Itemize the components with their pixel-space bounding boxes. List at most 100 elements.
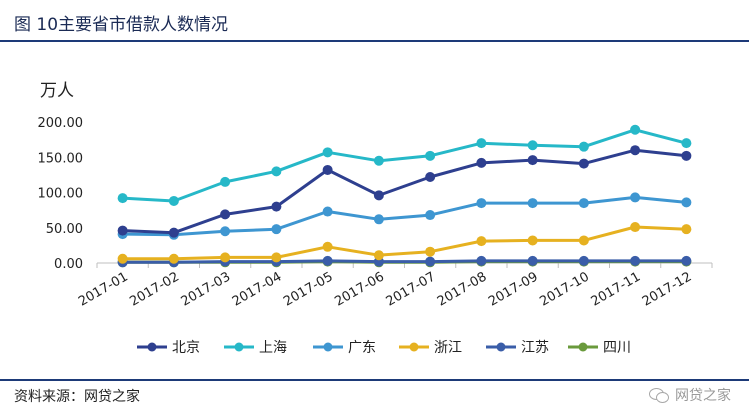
legend-swatch-marker — [578, 342, 588, 352]
data-point — [168, 195, 179, 206]
data-point — [476, 198, 487, 209]
x-tick-label: 2017-11 — [589, 269, 644, 309]
data-point — [117, 193, 128, 204]
legend-label: 浙江 — [434, 340, 462, 356]
data-point — [220, 176, 231, 187]
data-point — [578, 235, 589, 246]
series-3 — [117, 222, 692, 264]
legend-item: 江苏 — [486, 340, 549, 356]
data-point — [168, 253, 179, 264]
wechat-icon — [649, 387, 669, 403]
x-tick-label: 2017-09 — [486, 269, 541, 309]
data-point — [271, 166, 282, 177]
x-tick-label: 2017-05 — [281, 269, 336, 309]
series-1 — [117, 124, 692, 206]
x-tick-label: 2017-07 — [384, 269, 439, 309]
y-tick-label: 100.00 — [38, 187, 84, 202]
data-point — [425, 171, 436, 182]
footer-divider — [0, 379, 749, 381]
chart-axes: 0.0050.00100.00150.00200.002017-012017-0… — [38, 116, 713, 310]
data-point — [527, 255, 538, 266]
x-tick-label: 2017-03 — [179, 269, 234, 309]
data-point — [527, 140, 538, 151]
data-point — [425, 210, 436, 221]
data-point — [681, 150, 692, 161]
data-point — [578, 158, 589, 169]
series-0 — [117, 145, 692, 238]
data-point — [322, 241, 333, 252]
data-point — [681, 138, 692, 149]
legend-item: 浙江 — [399, 340, 462, 356]
legend-label: 北京 — [172, 340, 200, 356]
y-tick-label: 200.00 — [38, 116, 84, 131]
x-tick-label: 2017-10 — [537, 269, 592, 309]
data-point — [373, 190, 384, 201]
data-point — [630, 145, 641, 156]
data-point — [578, 198, 589, 209]
data-point — [425, 256, 436, 267]
chart-series — [117, 124, 692, 268]
data-point — [220, 226, 231, 237]
x-tick-label: 2017-04 — [230, 269, 285, 309]
data-point — [220, 209, 231, 220]
legend-swatch-marker — [147, 342, 157, 352]
series-line — [122, 259, 687, 264]
x-tick-label: 2017-08 — [435, 269, 490, 309]
data-point — [681, 197, 692, 208]
data-point — [322, 255, 333, 266]
page-title: 图 10主要省市借款人数情况 — [14, 15, 229, 35]
y-tick-label: 50.00 — [46, 222, 83, 237]
data-point — [373, 250, 384, 261]
legend-label: 江苏 — [521, 340, 549, 356]
data-point — [630, 255, 641, 266]
source-note: 资料来源：网贷之家 — [14, 389, 140, 405]
data-point — [425, 150, 436, 161]
data-point — [322, 164, 333, 175]
legend-swatch-marker — [234, 342, 244, 352]
series-2 — [117, 192, 692, 240]
data-point — [476, 157, 487, 168]
data-point — [322, 206, 333, 217]
data-point — [630, 192, 641, 203]
series-line — [122, 195, 687, 237]
chart-legend: 北京 上海 广东 浙江 江苏 四川 — [137, 340, 631, 356]
y-unit-label: 万人 — [40, 81, 74, 101]
data-point — [476, 236, 487, 247]
data-point — [271, 224, 282, 235]
legend-item: 广东 — [313, 340, 376, 356]
data-point — [476, 255, 487, 266]
data-point — [527, 155, 538, 166]
legend-swatch-marker — [409, 342, 419, 352]
data-point — [681, 224, 692, 235]
data-point — [117, 253, 128, 264]
legend-item: 北京 — [137, 340, 200, 356]
data-point — [578, 255, 589, 266]
legend-swatch-marker — [323, 342, 333, 352]
data-point — [373, 155, 384, 166]
watermark: 网贷之家 — [649, 381, 731, 409]
y-tick-label: 0.00 — [54, 257, 83, 272]
legend-swatch-marker — [496, 342, 506, 352]
legend-item: 四川 — [568, 340, 631, 356]
data-point — [578, 141, 589, 152]
data-point — [476, 138, 487, 149]
data-point — [168, 227, 179, 238]
watermark-text: 网贷之家 — [675, 388, 731, 404]
y-tick-label: 150.00 — [38, 151, 84, 166]
legend-label: 广东 — [348, 340, 376, 356]
data-point — [527, 198, 538, 209]
data-point — [630, 124, 641, 135]
data-point — [322, 147, 333, 158]
legend-label: 上海 — [259, 340, 287, 356]
title-divider — [0, 40, 749, 42]
data-point — [271, 201, 282, 212]
data-point — [681, 255, 692, 266]
x-tick-label: 2017-06 — [332, 269, 387, 309]
data-point — [220, 252, 231, 263]
series-line — [122, 225, 687, 261]
data-point — [425, 246, 436, 257]
series-line — [122, 128, 687, 203]
data-point — [271, 252, 282, 263]
x-tick-label: 2017-12 — [640, 269, 695, 309]
